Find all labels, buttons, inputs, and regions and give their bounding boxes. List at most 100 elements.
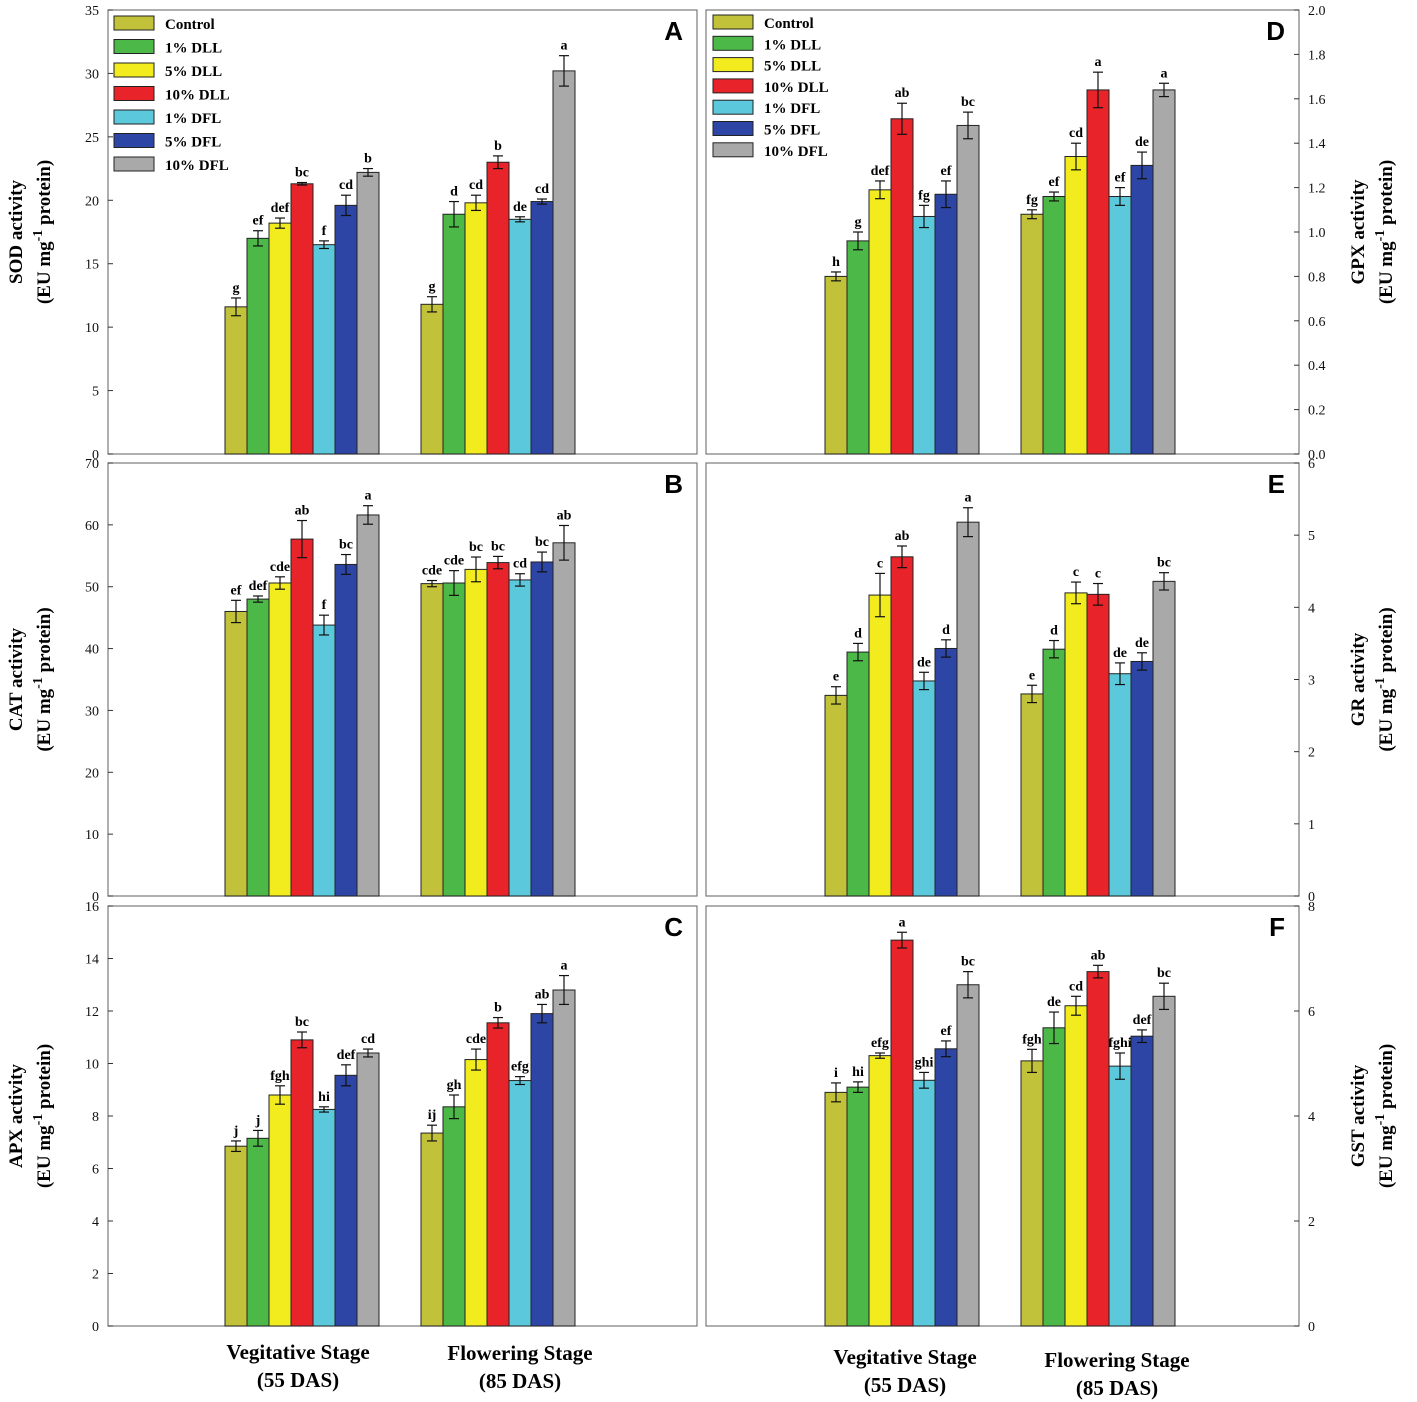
y-axis-label: SOD activity [6, 180, 27, 284]
bar-e-g0-s0 [824, 694, 848, 897]
y-tick-label: 5 [92, 385, 99, 400]
bar-b-g1-s4 [508, 579, 532, 897]
plot-frame [705, 9, 1300, 455]
significance-letter: ab [1091, 948, 1106, 963]
bar-c-g0-s6 [356, 1052, 380, 1327]
legend: Control 1% DLL 5% DLL 10% DLL 1% DFL 5% DFL 10… [113, 15, 230, 174]
bar-f-g0-s3 [890, 939, 914, 1327]
bar-e-g0-s4 [912, 680, 936, 897]
legend-label: 5% DFL [165, 135, 221, 151]
y-tick-label: 30 [85, 67, 99, 82]
legend-swatch [712, 121, 754, 136]
legend-label: 1% DFL [165, 111, 221, 127]
bar-b-g0-s3 [290, 538, 314, 897]
y-tick-label: 10 [85, 828, 99, 843]
significance-letter: ab [295, 504, 310, 519]
significance-letter: de [917, 655, 931, 670]
significance-letter: bc [535, 535, 549, 550]
y-tick-label: 8 [1308, 900, 1315, 915]
significance-letter: a [365, 489, 372, 504]
significance-letter: bc [339, 538, 353, 553]
legend-swatch [113, 39, 155, 54]
bar-f-g1-s6 [1152, 995, 1176, 1327]
significance-letter: efg [871, 1036, 889, 1051]
y-tick-label: 4 [92, 1215, 99, 1230]
y-tick-label: 0 [92, 1320, 99, 1335]
y-tick-label: 1.4 [1308, 137, 1326, 152]
bar-a-g1-s6 [552, 70, 576, 455]
significance-letter: fg [1026, 193, 1038, 208]
significance-letter: bc [295, 166, 309, 181]
bar-f-g1-s5 [1130, 1035, 1154, 1327]
panel-b: 010203040506070efcdedefcdecdebcabbcfcdbc… [6, 457, 698, 905]
bar-a-g0-s4 [312, 244, 336, 455]
y-tick-label: 70 [85, 457, 99, 472]
y-tick-label: 60 [85, 519, 99, 534]
panel-letter: F [1269, 912, 1285, 942]
bar-f-g1-s1 [1042, 1027, 1066, 1327]
bar-c-g0-s2 [268, 1094, 292, 1327]
bar-d-g1-s0 [1020, 213, 1044, 455]
significance-letter: e [833, 670, 839, 685]
bar-d-g0-s0 [824, 275, 848, 455]
bar-a-g0-s1 [246, 237, 270, 455]
significance-letter: cd [361, 1032, 375, 1047]
bar-a-g0-s3 [290, 183, 314, 455]
x-category-sublabel: (55 DAS) [864, 1373, 946, 1397]
bar-d-g1-s4 [1108, 195, 1132, 455]
significance-letter: d [942, 623, 950, 638]
y-tick-label: 0.8 [1308, 270, 1326, 285]
significance-letter: cd [1069, 979, 1083, 994]
legend-label: Control [165, 17, 215, 33]
significance-letter: a [1161, 66, 1168, 81]
y-tick-label: 2 [1308, 746, 1315, 761]
panel-letter: B [664, 469, 683, 499]
bar-c-g1-s6 [552, 989, 576, 1327]
significance-letter: c [1095, 567, 1101, 582]
significance-letter: a [561, 39, 568, 54]
significance-letter: e [1029, 668, 1035, 683]
legend-label: 10% DLL [764, 80, 829, 96]
bar-f-g1-s3 [1086, 971, 1110, 1327]
bar-f-g0-s2 [868, 1055, 892, 1327]
bar-b-g1-s1 [442, 582, 466, 897]
legend: Control 1% DLL 5% DLL 10% DLL 1% DFL 5% DFL 10… [712, 14, 829, 160]
x-category-label: Vegitative Stage [226, 1340, 369, 1364]
significance-letter: bc [295, 1015, 309, 1030]
x-category-label: Vegitative Stage [833, 1345, 976, 1369]
significance-letter: bc [1157, 966, 1171, 981]
legend-swatch [113, 133, 155, 148]
bar-f-g0-s6 [956, 984, 980, 1327]
significance-letter: i [834, 1066, 838, 1081]
bar-c-g1-s3 [486, 1022, 510, 1327]
y-tick-label: 15 [85, 258, 99, 273]
significance-letter: def [1133, 1013, 1152, 1028]
significance-letter: ef [253, 214, 264, 229]
y-tick-label: 0 [1308, 890, 1315, 905]
significance-letter: b [364, 152, 372, 167]
x-category-sublabel: (85 DAS) [1076, 1376, 1158, 1400]
legend-swatch [113, 109, 155, 125]
bar-c-g0-s3 [290, 1039, 314, 1327]
bar-f-g0-s5 [934, 1048, 958, 1327]
x-category-sublabel: (55 DAS) [257, 1368, 339, 1392]
x-category-labels: Vegitative Stage (55 DAS) Flowering Stage (… [226, 1340, 1189, 1400]
significance-letter: a [1095, 55, 1102, 70]
significance-letter: cd [535, 182, 549, 197]
bar-c-g0-s0 [224, 1145, 248, 1327]
bar-e-g0-s3 [890, 556, 914, 897]
legend-swatch [712, 99, 754, 115]
significance-letter: g [855, 215, 862, 230]
plot-frame [107, 9, 698, 455]
bar-e-g1-s1 [1042, 648, 1066, 897]
bar-c-g0-s5 [334, 1074, 358, 1327]
y-tick-label: 2.0 [1308, 4, 1326, 19]
y-axis-label: GST activity [1348, 1064, 1369, 1167]
bar-c-g0-s1 [246, 1137, 270, 1327]
significance-letter: cd [1069, 126, 1083, 141]
legend-label: 10% DLL [165, 88, 230, 104]
y-tick-label: 6 [92, 1163, 99, 1178]
legend-label: 10% DFL [165, 158, 229, 174]
significance-letter: c [877, 556, 883, 571]
